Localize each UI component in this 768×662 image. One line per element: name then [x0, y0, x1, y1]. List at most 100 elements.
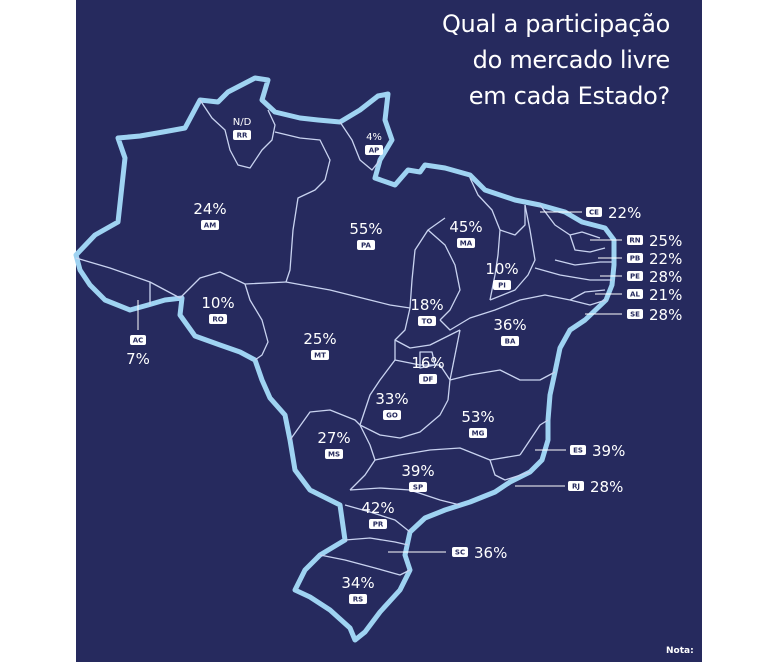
state-code: PR — [373, 521, 384, 529]
state-code: SE — [630, 311, 640, 319]
state-code: GO — [386, 412, 398, 420]
state-code: SC — [455, 549, 465, 557]
note-label: Nota: — [666, 646, 694, 656]
state-value: 45% — [449, 218, 482, 236]
state-code: RO — [212, 316, 223, 324]
state-value: 28% — [649, 306, 682, 324]
state-badge — [383, 410, 401, 420]
state-rr: N/D RR — [233, 117, 252, 140]
state-value: 10% — [485, 260, 518, 278]
state-code: AC — [133, 337, 144, 345]
state-badge — [233, 130, 251, 140]
state-al: AL 21% — [627, 286, 682, 304]
state-value: 21% — [649, 286, 682, 304]
state-value: 36% — [474, 544, 507, 562]
state-sp: 39% SP — [401, 462, 435, 492]
state-badge — [501, 336, 519, 346]
state-ms: 27% MS — [317, 429, 351, 459]
leader-lines — [137, 211, 622, 553]
state-value: 42% — [361, 499, 394, 517]
title-line-1: Qual a participação — [441, 10, 670, 38]
state-ma: 45% MA — [449, 218, 483, 248]
state-code: AP — [369, 147, 380, 155]
state-badge — [568, 481, 584, 491]
title-line-3: em cada Estado? — [468, 82, 671, 110]
state-value: 24% — [193, 200, 226, 218]
state-value: 16% — [411, 354, 444, 372]
state-mg: 53% MG — [461, 408, 495, 438]
state-code: PA — [361, 242, 371, 250]
state-badge — [130, 335, 146, 345]
state-value: 25% — [303, 330, 336, 348]
state-value: 22% — [608, 204, 641, 222]
state-badge — [349, 594, 367, 604]
map-title: Qual a participação do mercado livre em … — [442, 6, 670, 114]
state-badge — [201, 220, 219, 230]
state-se: SE 28% — [627, 306, 682, 324]
state-code: ES — [573, 447, 583, 455]
state-badge — [627, 289, 643, 299]
state-value: 39% — [401, 462, 434, 480]
state-go: 33% GO — [375, 390, 409, 420]
state-badge — [570, 445, 586, 455]
state-ro: 10% RO — [201, 294, 235, 324]
state-df: 16% DF — [411, 354, 445, 384]
state-badge — [469, 428, 487, 438]
state-badge — [586, 207, 602, 217]
state-value: 4% — [366, 132, 382, 143]
brazil-outline — [73, 75, 617, 643]
state-rj: RJ 28% — [568, 478, 623, 496]
state-rn: RN 25% — [627, 232, 682, 250]
state-code: DF — [423, 376, 434, 384]
state-code: RS — [353, 596, 363, 604]
state-code: BA — [505, 338, 516, 346]
state-code: MT — [314, 352, 326, 360]
state-badge — [325, 449, 343, 459]
state-am: 24% AM — [193, 200, 227, 230]
state-value: 25% — [649, 232, 682, 250]
state-rs: 34% RS — [341, 574, 375, 604]
state-to: 18% TO — [410, 296, 444, 326]
state-value: 55% — [349, 220, 382, 238]
state-value: 33% — [375, 390, 408, 408]
state-code: AL — [630, 291, 640, 299]
state-badge — [493, 280, 511, 290]
state-value: 53% — [461, 408, 494, 426]
state-value: 34% — [341, 574, 374, 592]
state-value: 27% — [317, 429, 350, 447]
state-value: N/D — [233, 117, 252, 128]
state-borders — [75, 99, 612, 576]
state-code: PI — [498, 282, 506, 290]
state-code: AM — [204, 222, 216, 230]
state-value: 10% — [201, 294, 234, 312]
state-es: ES 39% — [570, 442, 625, 460]
state-value: 28% — [590, 478, 623, 496]
state-labels: N/D RR 4% AP 24% AM 55% PA 45% MA 10% PI 10% RO AC 7% 18… — [126, 117, 682, 604]
state-code: CE — [589, 209, 599, 217]
state-badge — [357, 240, 375, 250]
state-code: TO — [422, 318, 433, 326]
title-line-2: do mercado livre — [472, 46, 671, 74]
state-pe: PE 28% — [627, 268, 682, 286]
state-value: 36% — [493, 316, 526, 334]
state-badge — [369, 519, 387, 529]
state-badge — [365, 145, 383, 155]
state-pi: 10% PI — [485, 260, 519, 290]
state-code: RJ — [572, 483, 580, 491]
state-mt: 25% MT — [303, 330, 337, 360]
state-badge — [311, 350, 329, 360]
state-code: RN — [629, 237, 640, 245]
state-badge — [457, 238, 475, 248]
state-value: 18% — [410, 296, 443, 314]
state-ba: 36% BA — [493, 316, 527, 346]
state-badge — [627, 235, 643, 245]
state-code: PE — [630, 273, 640, 281]
state-code: MA — [460, 240, 473, 248]
state-code: PB — [630, 255, 640, 263]
state-pr: 42% PR — [361, 499, 395, 529]
state-badge — [418, 316, 436, 326]
state-ac: AC 7% — [126, 335, 150, 368]
state-ap: 4% AP — [365, 132, 383, 155]
state-badge — [627, 309, 643, 319]
